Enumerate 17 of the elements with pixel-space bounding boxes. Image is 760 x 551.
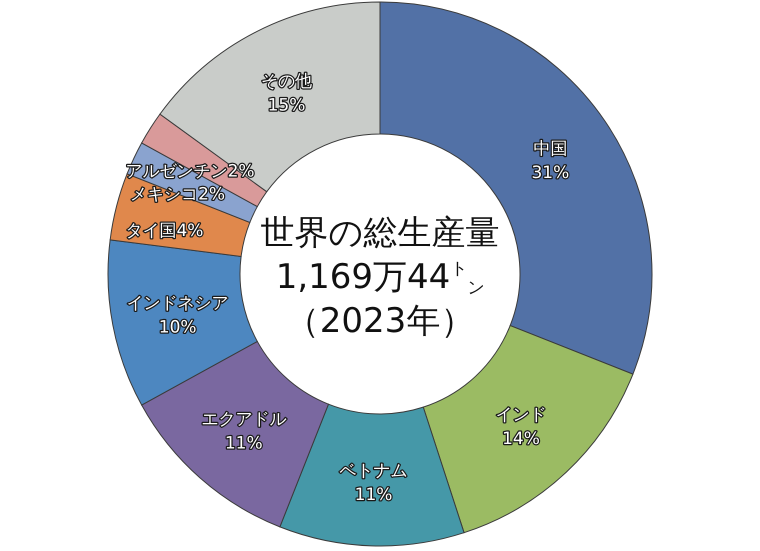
slice-label: ベトナム — [340, 460, 408, 481]
slice-label: インド — [496, 405, 547, 426]
data-label: 15% — [268, 95, 306, 116]
data-label: 10% — [158, 318, 197, 338]
text: 世界の総生産量 — [260, 213, 500, 253]
slice-label: エクアドル — [201, 410, 286, 430]
data-label: 11% — [354, 484, 392, 505]
data-label: 2% — [198, 184, 226, 204]
slice-label: インドネシア — [126, 294, 229, 314]
data-label: 31% — [531, 163, 570, 184]
data-label: 4% — [176, 220, 204, 241]
data-label: 14% — [502, 429, 540, 450]
data-label: 11% — [224, 434, 263, 454]
slice-label: 中国 — [533, 139, 568, 160]
slice-label: タイ国 — [125, 220, 176, 241]
slice-label: その他 — [260, 71, 312, 92]
text: （2023年） — [286, 301, 474, 341]
